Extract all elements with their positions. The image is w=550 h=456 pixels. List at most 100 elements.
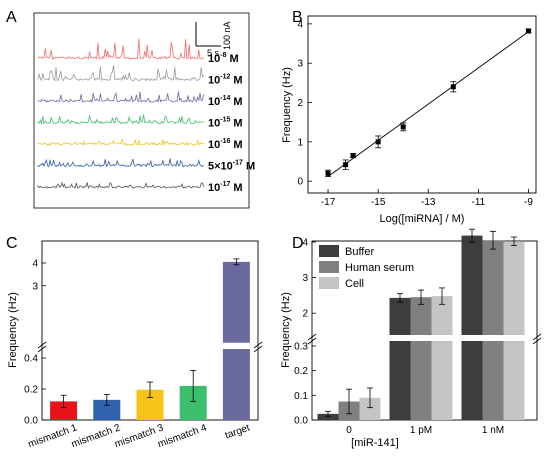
- panel-b-ticks: -17 -15 -13 -11 -9 0 1 2 3 4: [297, 19, 533, 208]
- ytick-label: 4: [302, 238, 308, 249]
- xtick-label: 1 nM: [482, 425, 504, 436]
- ytick-label: 3: [297, 59, 303, 70]
- trace-label-7: 10-17 M: [208, 181, 243, 194]
- ytick-label: 3: [302, 273, 308, 284]
- xtick-label: target: [224, 422, 252, 441]
- trace-label-1: 10-8 M: [208, 52, 239, 65]
- trace-4: [37, 114, 204, 125]
- axis-break-left-b: [37, 345, 47, 353]
- bar-3-1: [359, 397, 381, 420]
- trace-label-2: 10-12 M: [208, 74, 243, 87]
- data-point-1: [325, 170, 331, 176]
- panel-b-ylabel: Frequency (Hz): [281, 67, 293, 143]
- panel-d-ylabel: Frequency (Hz): [280, 292, 292, 368]
- data-point-3: [350, 153, 356, 159]
- data-point-5: [400, 124, 406, 130]
- data-point-2: [343, 162, 349, 168]
- scale-bar-current-label: 100 nA: [222, 21, 232, 50]
- panel-a-frame: [33, 12, 250, 209]
- trace-label-3: 10-14 M: [208, 95, 243, 108]
- data-point-6: [450, 84, 456, 90]
- bar-break-gap: [389, 335, 411, 341]
- xtick-label: mismatch 2: [70, 422, 122, 450]
- panel-d-xlabel: [miR-141]: [351, 437, 399, 449]
- panel-b-xlabel: Log([miRNA] / M): [380, 213, 465, 225]
- bar-break-gap: [461, 335, 483, 341]
- panel-d-letter: D: [292, 235, 304, 252]
- ytick-label: 0.0: [24, 416, 38, 427]
- bar-break-gap: [482, 335, 504, 341]
- xtick-label: mismatch 4: [156, 422, 208, 450]
- panel-c-ylabel: Frequency (Hz): [7, 292, 19, 368]
- axis-break-left-b: [307, 337, 317, 345]
- trace-7: [37, 181, 204, 189]
- bar-2-2: [410, 297, 432, 420]
- xtick-label: -11: [472, 197, 486, 208]
- trace-label-4: 10-15 M: [208, 117, 243, 130]
- bar-2: [93, 399, 121, 420]
- panel-c-marks: [50, 258, 251, 420]
- bar-3-3: [503, 241, 525, 420]
- legend-label-3: Cell: [345, 278, 364, 290]
- axis-break-right-a: [532, 333, 542, 341]
- trace-5: [37, 137, 204, 147]
- panel-d: D 0.0 0.1 0.2 0.3 2 3 4 0 1 pM 1 nM Buffer Human s…: [280, 228, 542, 449]
- xtick-label: 1 pM: [410, 425, 432, 436]
- bar-1-2: [389, 297, 411, 420]
- bar-2-3: [482, 240, 504, 420]
- legend-label-1: Buffer: [345, 246, 374, 258]
- axis-break-right-a: [253, 341, 263, 349]
- xtick-label: -13: [421, 197, 436, 208]
- trace-2: [37, 65, 204, 82]
- ytick-label: 0.1: [294, 391, 308, 402]
- legend-swatch-1: [319, 245, 339, 257]
- panel-c-letter: C: [6, 235, 18, 252]
- legend-label-2: Human serum: [345, 262, 414, 274]
- scale-bar-time-label: 5 s: [207, 48, 220, 58]
- legend-swatch-2: [319, 261, 339, 273]
- data-point-7: [525, 28, 531, 34]
- bar-3-2: [431, 296, 453, 420]
- ytick-label: 3: [32, 281, 38, 292]
- xtick-label: -17: [321, 197, 336, 208]
- bar-5: [222, 261, 250, 420]
- ytick-label: 2: [302, 309, 308, 320]
- ytick-label: 4: [297, 19, 303, 30]
- traces-group: [37, 38, 204, 189]
- legend-swatch-3: [319, 277, 339, 289]
- panel-a-letter: A: [6, 9, 17, 26]
- panel-b-letter: B: [292, 9, 303, 26]
- bar-break-gap: [410, 335, 432, 341]
- ytick-label: 0: [297, 177, 303, 188]
- trace-label-5: 10-16 M: [208, 138, 243, 151]
- bar-break-gap: [431, 335, 453, 341]
- bar-break-gap: [503, 335, 525, 341]
- panel-d-ticks: 0.0 0.1 0.2 0.3 2 3 4 0 1 pM 1 nM: [294, 238, 542, 436]
- ytick-label: 0.2: [24, 385, 38, 396]
- trace-1: [37, 38, 204, 61]
- panel-b-axes-frame: [307, 15, 537, 194]
- panel-b-marks: [325, 28, 532, 177]
- panel-d-marks: [317, 228, 525, 420]
- fit-line: [327, 31, 529, 177]
- panel-d-legend: Buffer Human serum Cell: [319, 245, 414, 290]
- panel-b: B -17 -15 -13 -11 -9 0 1 2 3 4 Log([miRNA] / M) F…: [281, 9, 537, 225]
- ytick-label: 2: [297, 98, 303, 109]
- xtick-label: -15: [371, 197, 386, 208]
- trace-labels-group: 10-8 M 10-12 M 10-14 M 10-15 M 10-16 M 5×10-1…: [208, 52, 255, 194]
- trace-label-6: 5×10-17 M: [208, 160, 255, 173]
- ytick-label: 0.3: [294, 342, 308, 353]
- ytick-label: 0.2: [294, 366, 308, 377]
- axis-break-left-a: [307, 333, 317, 341]
- axis-break-right-b: [532, 337, 542, 345]
- data-point-4: [375, 139, 381, 145]
- bar-break-gap: [221, 343, 251, 349]
- xtick-label: mismatch 1: [27, 422, 79, 450]
- ytick-label: 0.4: [24, 354, 38, 365]
- scale-bar: 100 nA 5 s: [195, 21, 232, 58]
- ytick-label: 0.0: [294, 416, 308, 427]
- panel-a: A 100 nA 5 s 10-8 M 10-12 M 10-14 M 10-15 M…: [6, 9, 255, 209]
- ytick-label: 1: [297, 137, 303, 148]
